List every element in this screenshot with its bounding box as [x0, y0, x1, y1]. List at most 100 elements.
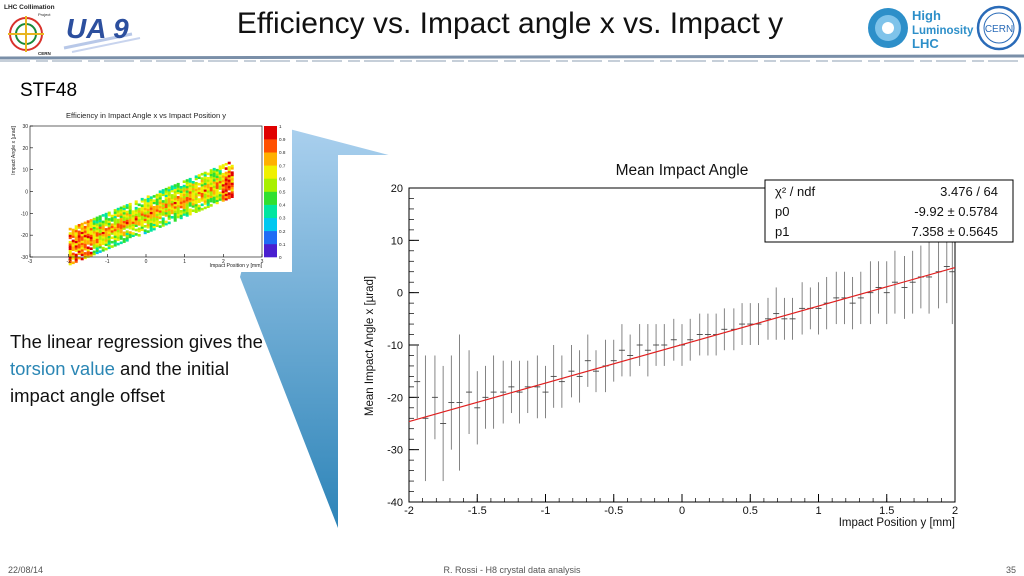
heatmap-cell — [197, 182, 201, 186]
heatmap-y-tick-label: 10 — [22, 168, 28, 174]
heatmap-cell — [143, 214, 147, 217]
heatmap-cell — [170, 211, 174, 215]
heatmap-cell — [116, 220, 120, 224]
heatmap-cell — [86, 231, 90, 234]
heatmap-cell — [122, 220, 126, 224]
heatmap-cell — [74, 260, 78, 263]
heatmap-cell — [86, 246, 90, 250]
heatmap-cell — [152, 206, 156, 209]
heatmap-cell — [80, 253, 84, 256]
logo-text-line2: Project — [38, 12, 51, 17]
heatmap-cell — [221, 190, 225, 193]
heatmap-cell — [104, 247, 108, 251]
heatmap-cell — [92, 224, 96, 227]
heatmap-cell — [197, 187, 201, 190]
heatmap-cell — [221, 172, 225, 176]
heatmap-cell — [125, 223, 129, 227]
heatmap-cell — [101, 214, 105, 217]
main-plot-ylabel: Mean Impact Angle x [µrad] — [364, 276, 376, 416]
heatmap-cell — [158, 216, 162, 220]
heatmap-cell — [224, 193, 228, 197]
heatmap-cell — [224, 182, 228, 186]
heatmap-cell — [77, 248, 81, 251]
heatmap-cell — [71, 230, 75, 234]
heatmap-cell — [101, 225, 105, 228]
heatmap-cell — [173, 184, 177, 187]
colorbar-tick-label: 0 — [279, 255, 282, 260]
heatmap-panel: Efficiency in Impact Angle x vs Impact P… — [6, 106, 292, 272]
heatmap-cell — [89, 221, 93, 224]
heatmap-cell — [89, 240, 93, 244]
heatmap-cell — [176, 191, 180, 195]
heatmap-cell — [143, 207, 147, 211]
heatmap-cell — [140, 217, 144, 221]
heatmap-cell — [98, 237, 102, 240]
heatmap-cell — [71, 248, 75, 251]
heatmap-cell — [125, 232, 129, 236]
heatmap-cell — [98, 217, 102, 221]
cern-logo: CERN — [976, 4, 1022, 52]
stats-label-p0: p0 — [775, 204, 789, 219]
heatmap-cell — [95, 244, 99, 248]
heatmap-cell — [80, 222, 84, 226]
heatmap-cell — [167, 195, 171, 198]
heatmap-cell — [113, 209, 117, 212]
heatmap-cell — [194, 192, 198, 196]
heatmap-cell — [143, 198, 147, 202]
heatmap-cell — [119, 228, 123, 231]
y-tick-label: 20 — [391, 183, 403, 195]
heatmap-cell — [227, 179, 231, 182]
heatmap-cell — [149, 229, 153, 232]
heatmap-cell — [155, 198, 159, 201]
heatmap-cell — [137, 223, 141, 226]
heatmap-cell — [191, 194, 195, 197]
heatmap-cell — [197, 198, 201, 201]
heatmap-cell — [119, 219, 123, 223]
heatmap-cell — [80, 257, 84, 261]
heatmap-cell — [131, 216, 135, 220]
heatmap-cell — [209, 204, 213, 207]
heatmap-cell — [110, 216, 114, 220]
heatmap-cell — [119, 237, 123, 240]
heatmap-cell — [119, 213, 123, 216]
heatmap-cell — [80, 240, 84, 243]
heatmap-cell — [101, 227, 105, 230]
heatmap-cell — [215, 184, 219, 187]
heatmap-cell — [113, 224, 117, 227]
heatmap-cell — [86, 229, 90, 232]
heatmap-cell — [158, 221, 162, 224]
heatmap-cell — [215, 190, 219, 194]
heatmap-cell — [224, 189, 228, 192]
heatmap-cell — [218, 178, 222, 182]
heatmap-cell — [167, 201, 171, 205]
heatmap-cell — [209, 199, 213, 203]
heatmap-cell — [167, 191, 171, 194]
heatmap-cell — [209, 169, 213, 172]
heatmap-cell — [209, 175, 213, 179]
heatmap-cell — [191, 200, 195, 204]
heatmap-cell — [101, 242, 105, 246]
heatmap-cell — [218, 187, 222, 190]
heatmap-cell — [185, 203, 189, 206]
heatmap-cell — [146, 217, 150, 220]
heatmap-cell — [131, 234, 135, 237]
heatmap-cell — [113, 228, 117, 232]
heatmap-cell — [71, 241, 75, 245]
heatmap-cell — [101, 222, 105, 226]
heatmap-cell — [119, 211, 123, 214]
heatmap-cell — [116, 234, 120, 237]
heatmap-cell — [167, 204, 171, 207]
heatmap-cell — [152, 227, 156, 231]
heatmap-cell — [122, 214, 126, 217]
heatmap-cell — [140, 224, 144, 227]
heatmap-cell — [194, 182, 198, 185]
heatmap-cell — [140, 206, 144, 210]
heatmap-cell — [158, 205, 162, 209]
heatmap-cell — [161, 204, 165, 207]
heatmap-cell — [218, 169, 222, 173]
heatmap-cell — [83, 245, 87, 249]
heatmap-cell — [167, 199, 171, 203]
heatmap-cell — [92, 241, 96, 245]
heatmap-cell — [71, 239, 75, 243]
heatmap-x-tick-label: 0 — [145, 259, 148, 265]
